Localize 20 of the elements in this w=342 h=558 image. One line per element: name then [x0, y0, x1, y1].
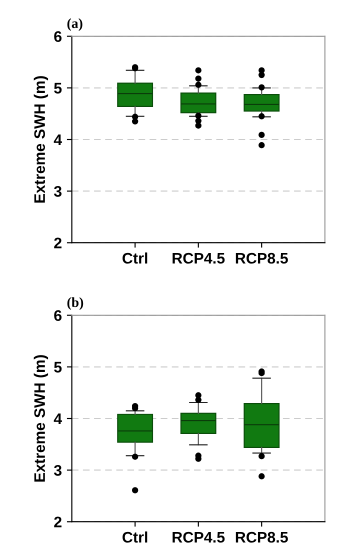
x-tick-label: RCP8.5 [236, 252, 288, 264]
y-tick-label: 2 [54, 238, 62, 248]
y-tick-label: 4 [54, 414, 62, 424]
y-axis-title: Extreme SWH (m) [34, 355, 48, 482]
y-tick-label: 6 [54, 31, 62, 42]
x-tick-label: RCP4.5 [172, 532, 225, 543]
x-tick-label: RCP4.5 [172, 252, 225, 264]
x-tick-label: Ctrl [122, 252, 148, 264]
chart-title: (a) [67, 18, 82, 31]
y-tick-label: 3 [54, 186, 62, 197]
y-tick-label: 3 [54, 464, 62, 476]
chart-title: (b) [67, 297, 84, 310]
x-tick-label: Ctrl [122, 531, 148, 543]
y-tick-label: 5 [54, 362, 62, 373]
y-tick-label: 4 [54, 134, 62, 146]
y-tick-label: 6 [54, 310, 62, 321]
y-axis-title: Extreme SWH (m) [34, 76, 48, 203]
y-tick-label: 2 [54, 516, 62, 528]
y-tick-label: 5 [54, 82, 62, 94]
x-tick-label: RCP8.5 [236, 532, 288, 543]
